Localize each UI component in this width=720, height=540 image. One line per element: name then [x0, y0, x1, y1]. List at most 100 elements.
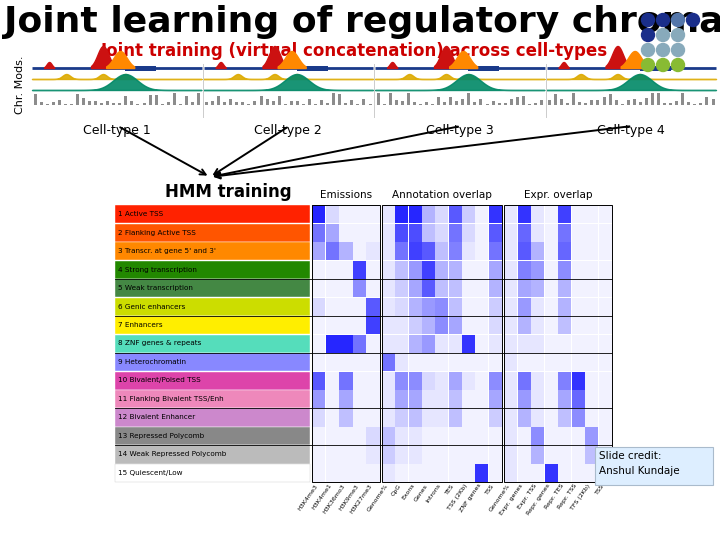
Bar [312, 464, 325, 482]
Bar [366, 205, 379, 224]
Text: Genes: Genes [413, 483, 428, 502]
Bar [585, 224, 598, 242]
Bar [382, 316, 395, 334]
Bar [544, 408, 558, 427]
Bar [325, 224, 339, 242]
Bar [475, 298, 488, 316]
Bar [422, 353, 435, 371]
Text: 14 Weak Repressed Polycomb: 14 Weak Repressed Polycomb [118, 451, 226, 457]
Bar [475, 464, 488, 482]
Bar [353, 242, 366, 260]
Bar [598, 242, 612, 260]
Bar [548, 100, 551, 105]
Circle shape [686, 14, 700, 26]
Bar [422, 279, 435, 298]
Bar [382, 335, 395, 353]
Text: 5 Weak transcription: 5 Weak transcription [118, 285, 193, 291]
Bar [711, 99, 714, 105]
Bar [437, 97, 440, 105]
Bar [645, 98, 648, 105]
Bar [558, 298, 571, 316]
Bar [598, 353, 612, 371]
Text: Exons: Exons [400, 483, 415, 501]
Bar [489, 353, 502, 371]
Bar [449, 279, 462, 298]
Bar [409, 205, 422, 224]
Bar [382, 427, 395, 445]
Bar [598, 224, 612, 242]
Bar [572, 316, 585, 334]
Bar [409, 261, 422, 279]
Bar [504, 298, 517, 316]
Bar [534, 104, 537, 105]
Bar [462, 353, 475, 371]
Bar [395, 100, 397, 105]
Bar [531, 464, 544, 482]
Bar [560, 99, 563, 105]
Bar [489, 298, 502, 316]
Bar [422, 298, 435, 316]
Text: Expr. TSS: Expr. TSS [517, 483, 538, 510]
Bar [211, 100, 214, 105]
Bar [585, 335, 598, 353]
Bar [278, 96, 281, 105]
Text: 12 Bivalent Enhancer: 12 Bivalent Enhancer [118, 414, 195, 420]
Bar [325, 446, 339, 463]
Bar [296, 102, 299, 105]
Bar [266, 99, 269, 105]
Bar [449, 205, 462, 224]
Bar [572, 205, 585, 224]
Bar [115, 242, 310, 260]
Bar [706, 97, 708, 105]
Bar [325, 353, 339, 371]
Bar [640, 65, 671, 71]
Bar [598, 316, 612, 334]
Bar [489, 446, 502, 463]
Bar [598, 205, 612, 224]
Bar [366, 464, 379, 482]
Bar [531, 316, 544, 334]
Bar [504, 224, 517, 242]
Bar [572, 298, 585, 316]
Text: HMM training: HMM training [165, 183, 292, 201]
Bar [558, 427, 571, 445]
Bar [382, 298, 395, 316]
Bar [572, 372, 585, 390]
Bar [161, 104, 163, 105]
Bar [382, 205, 395, 224]
Bar [585, 205, 598, 224]
Bar [531, 224, 544, 242]
Bar [544, 316, 558, 334]
Bar [615, 100, 618, 105]
Bar [302, 104, 305, 105]
Bar [462, 446, 475, 463]
Bar [34, 94, 37, 105]
Bar [504, 205, 517, 224]
Bar [558, 242, 571, 260]
Bar [395, 316, 408, 334]
Bar [449, 446, 462, 463]
Bar [339, 316, 353, 334]
Bar [326, 103, 329, 105]
Bar [475, 279, 488, 298]
Bar [436, 279, 449, 298]
Bar [312, 353, 325, 371]
Bar [462, 408, 475, 427]
Bar [409, 446, 422, 463]
Bar [422, 205, 435, 224]
Bar [395, 335, 408, 353]
Bar [688, 102, 690, 105]
Bar [241, 103, 244, 105]
Bar [449, 97, 452, 105]
Text: Annotation overlap: Annotation overlap [392, 190, 492, 200]
Bar [395, 427, 408, 445]
Bar [475, 335, 488, 353]
Bar [436, 205, 449, 224]
Bar [449, 298, 462, 316]
Bar [382, 224, 395, 242]
Bar [130, 101, 133, 105]
Bar [125, 96, 127, 105]
Bar [578, 102, 581, 105]
Bar [590, 100, 593, 105]
Text: Introns: Introns [426, 483, 442, 504]
